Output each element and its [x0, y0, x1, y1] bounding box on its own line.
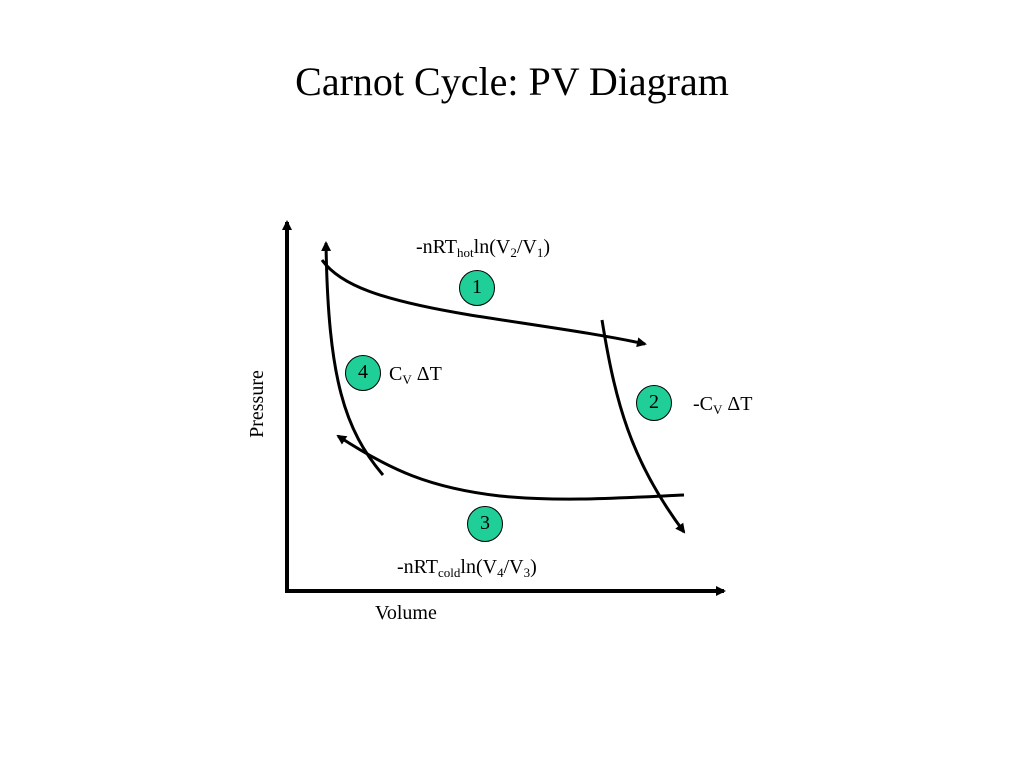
process-3-curve	[336, 434, 685, 501]
process-4-curve	[321, 241, 385, 476]
step-2-badge: 2	[636, 385, 672, 421]
y-axis-label: Pressure	[246, 370, 268, 438]
step-4-badge: 4	[345, 355, 381, 391]
step-1-work-label: -nRThotln(V2/V1)	[416, 236, 550, 260]
step-3-badge: 3	[467, 506, 503, 542]
step-4-work-label: CV ΔT	[389, 363, 442, 387]
x-axis-label: Volume	[375, 602, 437, 624]
page-title: Carnot Cycle: PV Diagram	[295, 59, 729, 104]
process-2-curve	[600, 319, 686, 534]
step-3-work-label: -nRTcoldln(V4/V3)	[397, 556, 537, 580]
step-2-work-label: -CV ΔT	[693, 393, 753, 417]
step-1-badge: 1	[459, 270, 495, 306]
process-1-curve	[320, 259, 647, 348]
